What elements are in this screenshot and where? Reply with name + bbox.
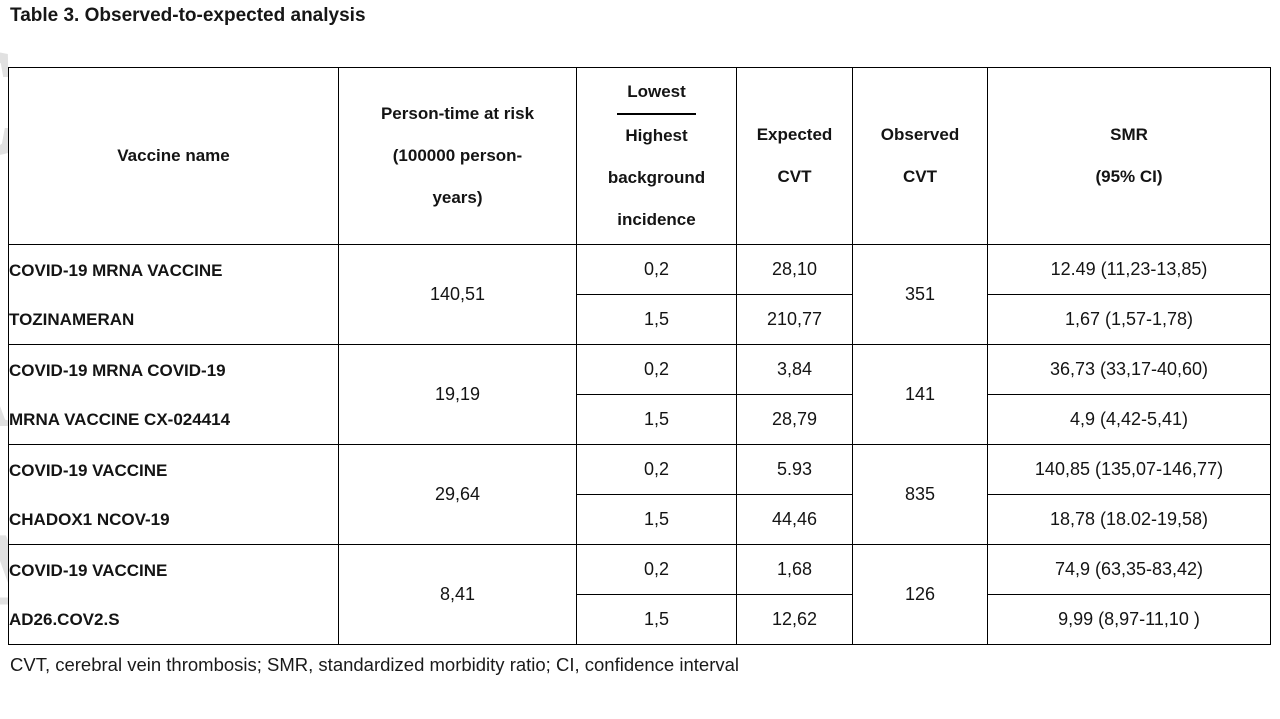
header-person-time: Person-time at risk (100000 person- year… xyxy=(338,67,577,245)
vaccine-name-cell: COVID-19 VACCINE CHADOX1 NCOV-19 xyxy=(8,444,339,545)
observed-cvt-cell: 835 xyxy=(852,444,988,545)
table-header-row: Vaccine name Person-time at risk (100000… xyxy=(8,67,1271,245)
person-time-cell: 19,19 xyxy=(338,344,577,445)
header-vaccine-name: Vaccine name xyxy=(8,67,339,245)
expected-cvt-cell: 210,77 xyxy=(736,294,853,345)
expected-cvt-cell: 3,84 xyxy=(736,344,853,395)
smr-cell: 1,67 (1,57-1,78) xyxy=(987,294,1271,345)
header-smr: SMR (95% CI) xyxy=(987,67,1271,245)
person-time-cell: 29,64 xyxy=(338,444,577,545)
smr-cell: 140,85 (135,07-146,77) xyxy=(987,444,1271,495)
header-expected-cvt: Expected CVT xyxy=(736,67,853,245)
vaccine-name-cell: COVID-19 MRNA COVID-19 MRNA VACCINE CX-0… xyxy=(8,344,339,445)
incidence-cell: 1,5 xyxy=(576,294,737,345)
observed-cvt-cell: 126 xyxy=(852,544,988,645)
header-incidence-lowest-wrap: Lowest xyxy=(577,72,736,115)
smr-cell: 36,73 (33,17-40,60) xyxy=(987,344,1271,395)
observed-cvt-cell: 351 xyxy=(852,244,988,345)
incidence-cell: 0,2 xyxy=(576,544,737,595)
incidence-cell: 0,2 xyxy=(576,344,737,395)
expected-cvt-cell: 44,46 xyxy=(736,494,853,545)
incidence-cell: 0,2 xyxy=(576,444,737,495)
header-observed-cvt: Observed CVT xyxy=(852,67,988,245)
table-row: COVID-19 VACCINE CHADOX1 NCOV-19 29,64 0… xyxy=(8,444,1271,545)
incidence-cell: 1,5 xyxy=(576,394,737,445)
incidence-cell: 1,5 xyxy=(576,494,737,545)
table-row: 1,5 210,77 1,67 (1,57-1,78) xyxy=(9,294,1271,345)
header-background-incidence: Lowest Highest background incidence xyxy=(576,67,737,245)
smr-cell: 4,9 (4,42-5,41) xyxy=(987,394,1271,445)
observed-cvt-cell: 141 xyxy=(852,344,988,445)
table-row: COVID-19 VACCINE AD26.COV2.S 8,41 0,2 1,… xyxy=(8,544,1271,645)
smr-cell: 74,9 (63,35-83,42) xyxy=(987,544,1271,595)
vaccine-name-cell: COVID-19 VACCINE AD26.COV2.S xyxy=(8,544,339,645)
document-content: Table 3. Observed-to-expected analysis V… xyxy=(0,5,1280,676)
table-row: COVID-19 MRNA VACCINE TOZINAMERAN 140,51… xyxy=(8,244,1271,345)
expected-cvt-cell: 1,68 xyxy=(736,544,853,595)
header-incidence-highest: Highest background incidence xyxy=(607,125,706,229)
table-row: COVID-19 MRNA COVID-19 MRNA VACCINE CX-0… xyxy=(8,344,1271,445)
person-time-cell: 8,41 xyxy=(338,544,577,645)
table-row: 1,5 44,46 18,78 (18.02-19,58) xyxy=(9,494,1271,545)
smr-cell: 9,99 (8,97-11,10 ) xyxy=(987,594,1271,645)
header-incidence-lowest: Lowest xyxy=(617,72,696,115)
smr-cell: 12.49 (11,23-13,85) xyxy=(987,244,1271,295)
table-row: 1,5 12,62 9,99 (8,97-11,10 ) xyxy=(9,594,1271,645)
table-footnote: CVT, cerebral vein thrombosis; SMR, stan… xyxy=(10,654,739,675)
expected-cvt-cell: 5.93 xyxy=(736,444,853,495)
observed-to-expected-table: Vaccine name Person-time at risk (100000… xyxy=(8,67,1271,645)
vaccine-name-cell: COVID-19 MRNA VACCINE TOZINAMERAN xyxy=(8,244,339,345)
person-time-cell: 140,51 xyxy=(338,244,577,345)
expected-cvt-cell: 28,79 xyxy=(736,394,853,445)
smr-cell: 18,78 (18.02-19,58) xyxy=(987,494,1271,545)
incidence-cell: 0,2 xyxy=(576,244,737,295)
expected-cvt-cell: 28,10 xyxy=(736,244,853,295)
incidence-cell: 1,5 xyxy=(576,594,737,645)
table-title: Table 3. Observed-to-expected analysis xyxy=(10,5,366,26)
expected-cvt-cell: 12,62 xyxy=(736,594,853,645)
